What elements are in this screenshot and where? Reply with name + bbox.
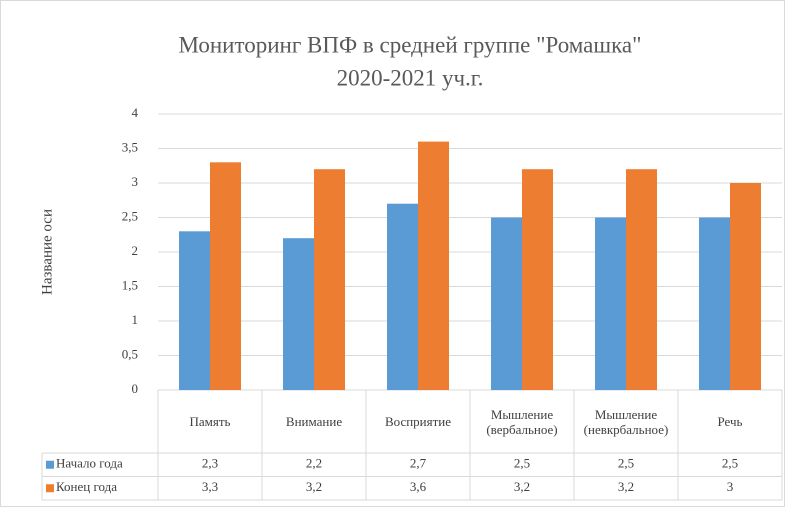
y-tick-label: 2: [132, 243, 139, 258]
y-tick-label: 3: [132, 174, 139, 189]
data-label: 2,5: [618, 456, 634, 471]
legend-swatch: [46, 460, 54, 469]
bar: [699, 217, 730, 390]
data-label: 3,2: [618, 479, 634, 494]
data-label: 2,5: [722, 456, 738, 471]
x-tick-label: Мышление (невкрбальное): [583, 406, 669, 437]
bar: [210, 162, 241, 390]
x-tick-label: Речь: [717, 414, 743, 429]
bar: [626, 169, 657, 390]
bar: [283, 238, 314, 390]
data-label: 2,2: [306, 456, 322, 471]
category-cell: Речь: [717, 414, 743, 429]
y-tick-label: 4: [132, 105, 139, 120]
legend-swatch: [46, 484, 54, 493]
y-tick-label: 2,5: [122, 208, 138, 223]
category-cell: Мышление (невкрбальное): [583, 406, 669, 437]
bar: [418, 141, 449, 390]
bar: [387, 203, 418, 390]
data-label: 2,5: [514, 456, 530, 471]
data-label: 3: [727, 479, 734, 494]
category-cell: Внимание: [285, 414, 343, 429]
x-tick-label: Мышление (вербальное): [486, 406, 558, 437]
bar: [730, 183, 761, 390]
x-tick-label: Память: [189, 414, 231, 429]
data-label: 3,6: [410, 479, 427, 494]
data-label: 2,3: [202, 456, 218, 471]
y-axis-label: Название оси: [39, 209, 55, 295]
bar: [491, 217, 522, 390]
legend-label: Начало года: [56, 456, 123, 471]
bar: [522, 169, 553, 390]
y-tick-label: 0: [132, 381, 139, 396]
data-label: 2,7: [410, 456, 427, 471]
y-tick-label: 0,5: [122, 346, 138, 361]
legend-label: Конец года: [56, 479, 117, 494]
chart-subtitle: 2020-2021 уч.г.: [337, 65, 484, 90]
x-tick-label: Восприятие: [384, 414, 452, 429]
category-cell: Мышление (вербальное): [486, 406, 558, 437]
bar: [179, 231, 210, 390]
chart-title: Мониторинг ВПФ в средней группе "Ромашка…: [178, 32, 641, 57]
category-cell: Память: [189, 414, 231, 429]
bar: [595, 217, 626, 390]
data-label: 3,2: [306, 479, 322, 494]
data-label: 3,3: [202, 479, 218, 494]
data-label: 3,2: [514, 479, 530, 494]
y-tick-label: 1: [132, 312, 139, 327]
y-tick-label: 1,5: [122, 277, 138, 292]
bar: [314, 169, 345, 390]
x-tick-label: Внимание: [285, 414, 343, 429]
category-cell: Восприятие: [384, 414, 452, 429]
y-tick-label: 3,5: [122, 139, 138, 154]
